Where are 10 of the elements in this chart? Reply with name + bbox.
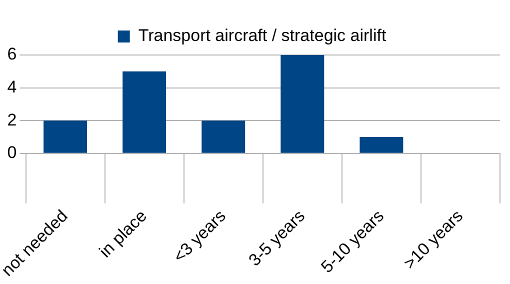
bar <box>202 120 246 153</box>
legend-label: Transport aircraft / strategic airlift <box>138 26 386 46</box>
bar <box>122 71 166 153</box>
bar <box>44 120 88 153</box>
y-tick-label: 2 <box>7 110 17 130</box>
bar <box>280 55 324 153</box>
y-tick-label: 6 <box>7 44 17 64</box>
bar <box>360 137 404 153</box>
y-tick-label: 0 <box>7 143 17 162</box>
y-tick-label: 4 <box>7 77 17 96</box>
